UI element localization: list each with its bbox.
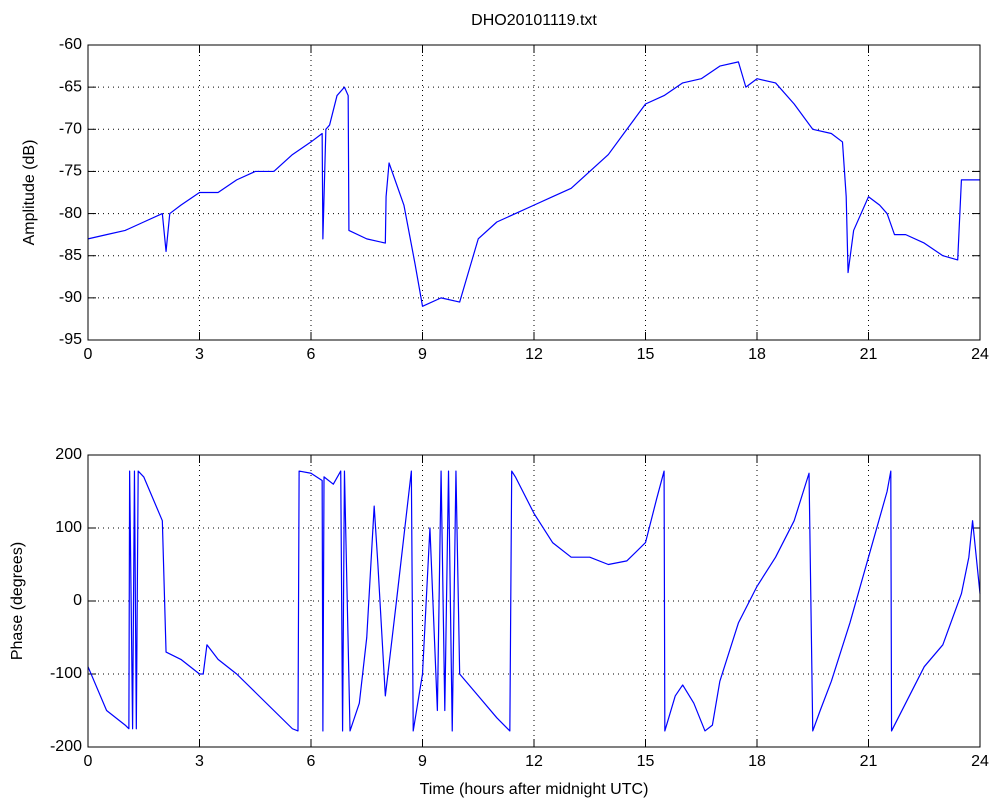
y-tick-label: -60 — [59, 36, 82, 53]
y-tick-label: 100 — [55, 519, 82, 536]
x-tick-label: 9 — [418, 346, 427, 363]
x-tick-label: 18 — [748, 753, 766, 770]
x-tick-label: 12 — [525, 753, 543, 770]
x-tick-label: 0 — [84, 753, 93, 770]
y-tick-label: -70 — [59, 121, 82, 138]
y-tick-label: -80 — [59, 205, 82, 222]
x-tick-label: 3 — [195, 753, 204, 770]
y-tick-label: 0 — [73, 592, 82, 609]
x-tick-label: 12 — [525, 346, 543, 363]
x-tick-label: 21 — [860, 753, 878, 770]
x-tick-label: 6 — [307, 753, 316, 770]
y-tick-label: 200 — [55, 446, 82, 463]
y-tick-label: -100 — [50, 665, 82, 682]
x-tick-label: 24 — [971, 346, 989, 363]
x-tick-label: 3 — [195, 346, 204, 363]
y-axis-label: Amplitude (dB) — [21, 140, 38, 246]
x-tick-label: 24 — [971, 753, 989, 770]
y-axis-label: Phase (degrees) — [9, 542, 26, 660]
axes-box — [87, 44, 981, 341]
y-tick-label: -90 — [59, 289, 82, 306]
y-tick-label: -95 — [59, 331, 82, 348]
chart-title: DHO20101119.txt — [471, 12, 597, 29]
axes-box — [87, 454, 981, 748]
x-tick-label: 21 — [860, 346, 878, 363]
y-tick-label: -200 — [50, 738, 82, 755]
y-tick-label: -85 — [59, 247, 82, 264]
x-tick-label: 15 — [637, 753, 655, 770]
y-tick-label: -65 — [59, 78, 82, 95]
x-tick-label: 6 — [307, 346, 316, 363]
data-line — [87, 61, 980, 307]
x-axis-label: Time (hours after midnight UTC) — [420, 781, 649, 798]
y-tick-label: -75 — [59, 163, 82, 180]
x-tick-label: 18 — [748, 346, 766, 363]
x-tick-label: 0 — [84, 346, 93, 363]
x-tick-label: 15 — [637, 346, 655, 363]
x-tick-label: 9 — [418, 753, 427, 770]
data-line — [87, 470, 981, 732]
